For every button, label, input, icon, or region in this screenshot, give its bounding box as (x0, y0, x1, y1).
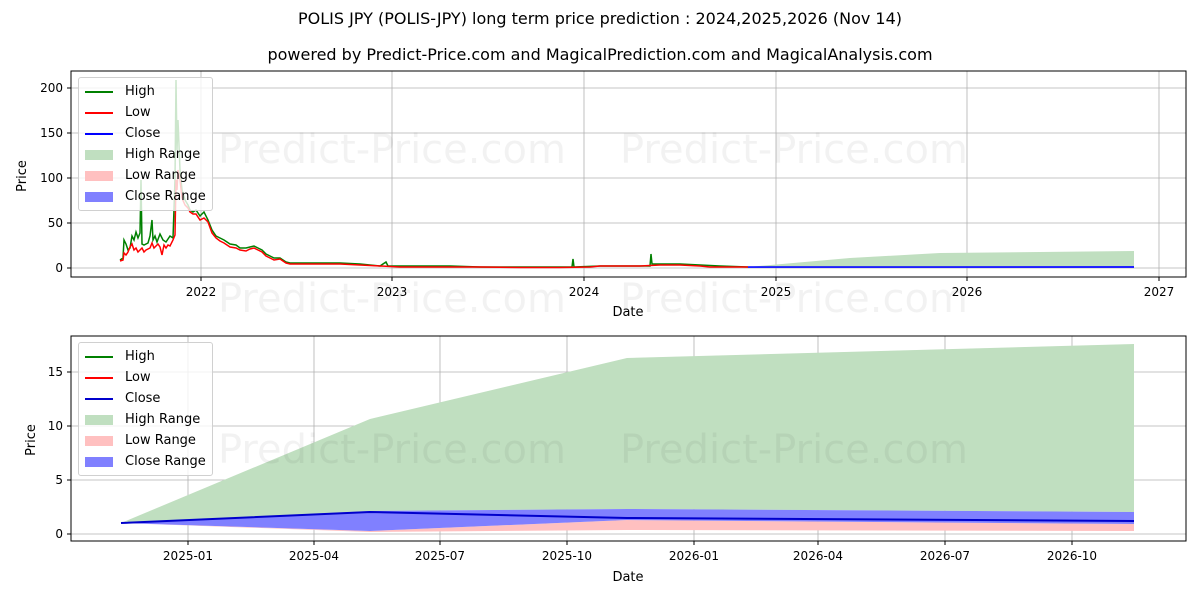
legend-swatch (85, 414, 113, 425)
high-range-area (748, 251, 1134, 267)
legend-label: Close (125, 391, 161, 406)
y-tick: 0 (55, 261, 63, 275)
legend-swatch (85, 170, 113, 181)
watermark: Predict-Price.com (620, 427, 968, 473)
top-legend: High Low Close High Range Low Range Clos… (78, 77, 213, 211)
bottom-axes-frame (70, 335, 1187, 542)
legend-label: Close Range (125, 454, 206, 469)
x-tick: 2025-07 (415, 549, 465, 563)
y-axis-label: Price (15, 160, 30, 192)
legend-item-high: High (85, 81, 206, 102)
legend-item-close: Close (85, 388, 206, 409)
x-tick: 2024 (569, 285, 600, 299)
x-tick: 2025-10 (542, 549, 592, 563)
legend-swatch (85, 376, 113, 379)
legend-swatch (85, 90, 113, 93)
y-tick: 50 (48, 216, 63, 230)
legend-swatch (85, 191, 113, 202)
legend-item-close-range: Close Range (85, 451, 206, 472)
y-tick: 15 (48, 365, 63, 379)
x-tick: 2022 (186, 285, 217, 299)
legend-label: High Range (125, 147, 201, 162)
chart-title: POLIS JPY (POLIS-JPY) long term price pr… (297, 9, 903, 28)
x-tick: 2026-07 (920, 549, 970, 563)
legend-label: High (125, 84, 155, 99)
bottom-chart: Predict-Price.com Predict-Price.com 0 5 … (24, 335, 1187, 585)
high-range-area (121, 344, 1134, 523)
watermark: Predict-Price.com (620, 127, 968, 173)
legend-swatch (85, 149, 113, 160)
x-tick: 2026-10 (1047, 549, 1097, 563)
legend-label: Close (125, 126, 161, 141)
low-range-area (121, 520, 1134, 532)
chart-subtitle: powered by Predict-Price.com and Magical… (267, 45, 933, 64)
legend-item-high-range: High Range (85, 409, 206, 430)
y-tick: 10 (48, 419, 63, 433)
x-axis-label: Date (612, 305, 643, 320)
watermark: Predict-Price.com (218, 427, 566, 473)
x-tick: 2023 (377, 285, 408, 299)
legend-swatch (85, 456, 113, 467)
legend-swatch (85, 132, 113, 135)
high-line (119, 79, 749, 268)
legend-item-low-range: Low Range (85, 430, 206, 451)
x-tick: 2026-04 (793, 549, 843, 563)
watermark: Predict-Price.com (218, 127, 566, 173)
x-tick: 2025-01 (163, 549, 213, 563)
close-line (120, 510, 1135, 524)
close-range-area (121, 509, 1134, 531)
y-axis-label: Price (24, 424, 39, 456)
watermark: Predict-Price.com (620, 276, 968, 322)
legend-item-close-range: Close Range (85, 186, 206, 207)
x-tick: 2025-04 (289, 549, 339, 563)
x-tick: 2027 (1144, 285, 1175, 299)
top-chart: Predict-Price.com Predict-Price.com Pred… (15, 70, 1187, 322)
watermark: Predict-Price.com (218, 276, 566, 322)
legend-item-high: High (85, 346, 206, 367)
legend-item-close: Close (85, 123, 206, 144)
y-tick: 5 (55, 473, 63, 487)
x-tick: 2026 (952, 285, 983, 299)
legend-item-low: Low (85, 367, 206, 388)
legend-item-low-range: Low Range (85, 165, 206, 186)
legend-label: Low (125, 105, 151, 120)
y-tick: 0 (55, 527, 63, 541)
legend-item-low: Low (85, 102, 206, 123)
y-tick: 200 (40, 81, 63, 95)
legend-label: Low (125, 370, 151, 385)
bottom-legend: High Low Close High Range Low Range Clos… (78, 342, 213, 476)
x-tick: 2025 (761, 285, 792, 299)
top-axes-frame (70, 70, 1187, 278)
legend-swatch (85, 355, 113, 358)
legend-item-high-range: High Range (85, 144, 206, 165)
legend-swatch (85, 397, 113, 400)
low-line (119, 169, 748, 269)
legend-label: Low Range (125, 168, 196, 183)
legend-label: Low Range (125, 433, 196, 448)
x-axis-label: Date (612, 570, 643, 585)
legend-swatch (85, 111, 113, 114)
y-tick: 100 (40, 171, 63, 185)
legend-swatch (85, 435, 113, 446)
legend-label: High Range (125, 412, 201, 427)
legend-label: Close Range (125, 189, 206, 204)
y-tick: 150 (40, 126, 63, 140)
x-tick: 2026-01 (669, 549, 719, 563)
legend-label: High (125, 349, 155, 364)
